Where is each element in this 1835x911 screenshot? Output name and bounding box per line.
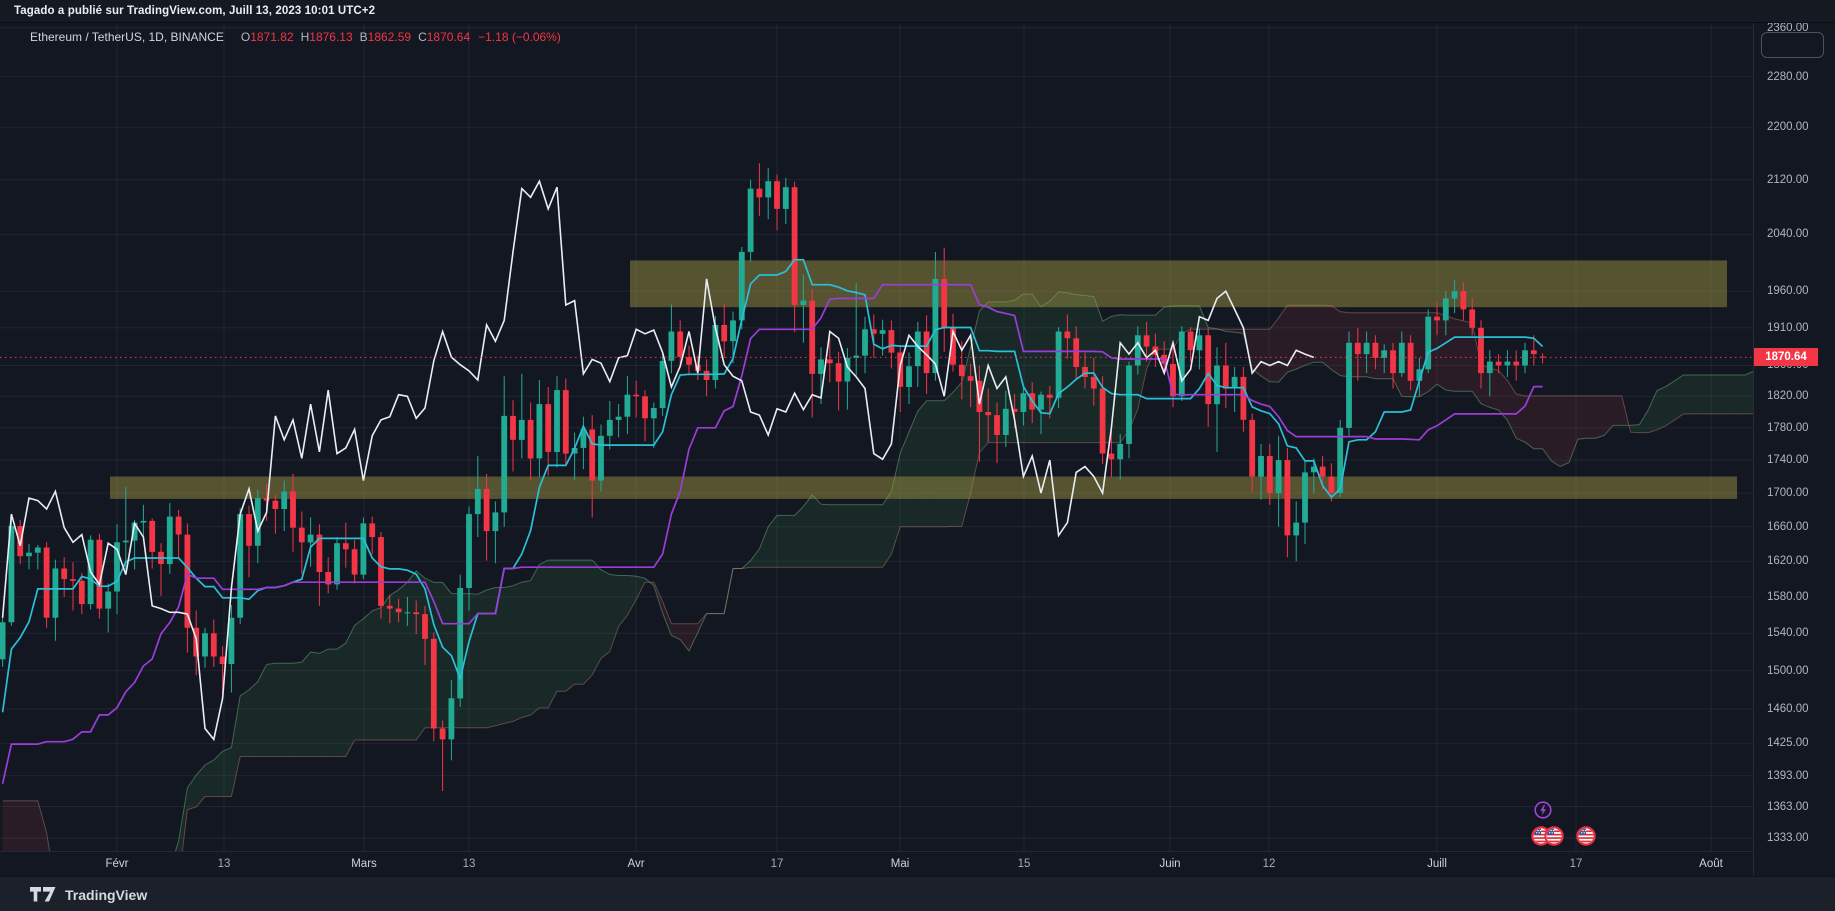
change-value: −1.18 (−0.06%) [478, 30, 561, 44]
tradingview-logo-icon [30, 887, 56, 902]
tenkan-line [1, 258, 1544, 713]
time-tick-label: 13 [462, 858, 476, 870]
price-tick-label: 2280.00 [1767, 71, 1809, 83]
last-price-label[interactable]: 1870.64 [1754, 348, 1818, 366]
price-tick-label: 1393.00 [1767, 770, 1809, 782]
publish-banner: Tagado a publié sur TradingView.com, Jui… [0, 0, 1835, 23]
price-tick-label: 1333.00 [1767, 832, 1809, 844]
ohlc-value: 1862.59 [367, 30, 412, 44]
price-tick-label: 1820.00 [1767, 390, 1809, 402]
candles [0, 163, 1546, 791]
price-tick-label: 1910.00 [1767, 322, 1809, 334]
time-tick-label: 12 [1262, 858, 1276, 870]
price-tick-label: 1700.00 [1767, 487, 1809, 499]
kijun-line [1, 283, 1543, 784]
ohlc-letter: H [300, 30, 310, 44]
price-tick-label: 1460.00 [1767, 703, 1809, 715]
time-tick-label: 13 [217, 858, 231, 870]
footer-bar: TradingView [0, 876, 1835, 911]
lightning-event-icon[interactable] [1534, 801, 1552, 824]
us-flag-event-icon[interactable] [1544, 826, 1564, 851]
price-tick-label: 2360.00 [1767, 22, 1809, 34]
time-tick-label: Févr [105, 858, 129, 870]
price-tick-label: 1363.00 [1767, 801, 1809, 813]
grid [0, 22, 1753, 851]
price-tick-label: 1620.00 [1767, 555, 1809, 567]
ohlc-value: 1870.64 [426, 30, 471, 44]
price-tick-label: 1660.00 [1767, 521, 1809, 533]
ichimoku-cloud [2, 291, 1753, 851]
publish-banner-text: Tagado a publié sur TradingView.com, Jui… [14, 5, 376, 17]
time-tick-label: Août [1699, 858, 1723, 870]
symbol-header: Ethereum / TetherUS, 1D, BINANCE O 1871.8… [30, 30, 561, 44]
time-tick-label: 17 [770, 858, 784, 870]
price-tick-label: 1500.00 [1767, 665, 1809, 677]
price-axis[interactable]: 2360.00 2280.00 2200.00 2120.00 2040.00 1960.… [1753, 22, 1835, 876]
price-chart-canvas[interactable] [0, 22, 1753, 851]
resistance-zone[interactable] [630, 260, 1727, 308]
us-flag-event-icon[interactable] [1531, 826, 1551, 851]
ichimoku-lines [1, 179, 1544, 784]
top-right-badge[interactable] [1761, 32, 1824, 58]
time-tick-label: Mai [890, 858, 910, 870]
price-tick-label: 2040.00 [1767, 228, 1809, 240]
support-zone[interactable] [110, 476, 1737, 499]
price-tick-label: 1960.00 [1767, 285, 1809, 297]
price-tick-label: 2120.00 [1767, 174, 1809, 186]
ohlc-value: 1871.82 [250, 30, 294, 44]
us-flag-event-icon[interactable] [1576, 826, 1596, 851]
price-tick-label: 2200.00 [1767, 121, 1809, 133]
ohlc-letter: O [240, 30, 251, 44]
ohlc-value: 1876.13 [309, 30, 353, 44]
time-tick-label: Mars [351, 858, 377, 870]
symbol-title[interactable]: Ethereum / TetherUS, 1D, BINANCE [30, 30, 224, 44]
chikou-line [1, 179, 1315, 742]
ohlc-values: O 1871.82 H 1876.13 B 1862.59 C 1870.64 [234, 30, 470, 44]
time-tick-label: 17 [1569, 858, 1583, 870]
price-tick-label: 1425.00 [1767, 737, 1809, 749]
time-tick-label: 15 [1017, 858, 1031, 870]
time-tick-label: Avr [627, 858, 645, 870]
time-tick-label: Juin [1159, 858, 1181, 870]
price-tick-label: 1740.00 [1767, 454, 1809, 466]
tradingview-logo[interactable]: TradingView [30, 887, 147, 903]
price-tick-label: 1580.00 [1767, 591, 1809, 603]
time-axis[interactable]: Févr 13 Mars 13 Avr 17 Mai 15 Juin 12 Juill 17 Août [0, 851, 1753, 877]
price-tick-label: 1780.00 [1767, 422, 1809, 434]
tradingview-brand-text: TradingView [65, 886, 148, 903]
ohlc-letter: B [359, 30, 368, 44]
ohlc-letter: C [418, 30, 427, 44]
price-tick-label: 1540.00 [1767, 627, 1809, 639]
time-tick-label: Juill [1427, 858, 1447, 870]
